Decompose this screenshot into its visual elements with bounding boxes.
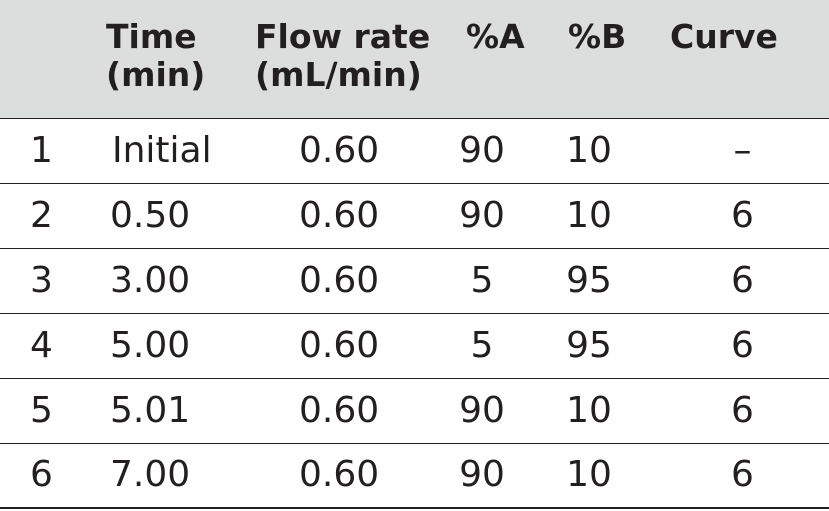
header-flow-label: Flow rate — [255, 17, 431, 56]
header-flow-rate: Flow rate (mL/min) — [227, 0, 452, 119]
cell-flow-rate: 0.60 — [227, 118, 452, 184]
cell-percent-b: 10 — [548, 118, 662, 184]
cell-percent-b: 95 — [548, 313, 662, 379]
cell-row-number: 5 — [0, 378, 90, 444]
cell-flow-rate: 0.60 — [227, 183, 452, 249]
table-header: Time (min) Flow rate (mL/min) %A %B Curv… — [0, 0, 829, 119]
header-time: Time (min) — [90, 0, 227, 119]
cell-curve: 6 — [662, 183, 829, 249]
cell-percent-b: 10 — [548, 378, 662, 444]
cell-time: 5.01 — [90, 378, 227, 444]
cell-percent-a: 90 — [452, 183, 548, 249]
cell-percent-a: 5 — [452, 248, 548, 314]
cell-row-number: 1 — [0, 118, 90, 184]
table-row: 4 5.00 0.60 5 95 6 — [0, 313, 829, 379]
cell-percent-a: 90 — [452, 118, 548, 184]
cell-percent-b: 95 — [548, 248, 662, 314]
cell-flow-rate: 0.60 — [227, 443, 452, 509]
cell-time: 0.50 — [90, 183, 227, 249]
cell-time: 3.00 — [90, 248, 227, 314]
cell-percent-b: 10 — [548, 183, 662, 249]
header-flow-unit: (mL/min) — [255, 55, 422, 94]
header-time-label: Time — [106, 17, 197, 56]
cell-row-number: 4 — [0, 313, 90, 379]
table-row: 3 3.00 0.60 5 95 6 — [0, 248, 829, 314]
cell-row-number: 2 — [0, 183, 90, 249]
cell-percent-a: 90 — [452, 443, 548, 509]
table-row: 2 0.50 0.60 90 10 6 — [0, 183, 829, 249]
cell-row-number: 6 — [0, 443, 90, 509]
cell-percent-a: 5 — [452, 313, 548, 379]
table-row: 6 7.00 0.60 90 10 6 — [0, 443, 829, 509]
cell-curve: 6 — [662, 248, 829, 314]
cell-time: Initial — [90, 118, 227, 184]
table-row: 5 5.01 0.60 90 10 6 — [0, 378, 829, 444]
cell-flow-rate: 0.60 — [227, 248, 452, 314]
header-curve: Curve — [662, 0, 829, 119]
cell-flow-rate: 0.60 — [227, 378, 452, 444]
header-row: Time (min) Flow rate (mL/min) %A %B Curv… — [0, 0, 829, 119]
header-percent-a: %A — [452, 0, 548, 119]
cell-row-number: 3 — [0, 248, 90, 314]
cell-time: 7.00 — [90, 443, 227, 509]
header-row-number — [0, 0, 90, 119]
cell-time: 5.00 — [90, 313, 227, 379]
cell-curve: 6 — [662, 313, 829, 379]
cell-curve: 6 — [662, 443, 829, 509]
table-body: 1 Initial 0.60 90 10 – 2 0.50 0.60 90 10… — [0, 118, 829, 509]
cell-percent-b: 10 — [548, 443, 662, 509]
cell-curve: 6 — [662, 378, 829, 444]
cell-percent-a: 90 — [452, 378, 548, 444]
cell-curve: – — [662, 118, 829, 184]
cell-flow-rate: 0.60 — [227, 313, 452, 379]
table-row: 1 Initial 0.60 90 10 – — [0, 118, 829, 184]
header-time-unit: (min) — [106, 55, 206, 94]
header-percent-b: %B — [548, 0, 662, 119]
